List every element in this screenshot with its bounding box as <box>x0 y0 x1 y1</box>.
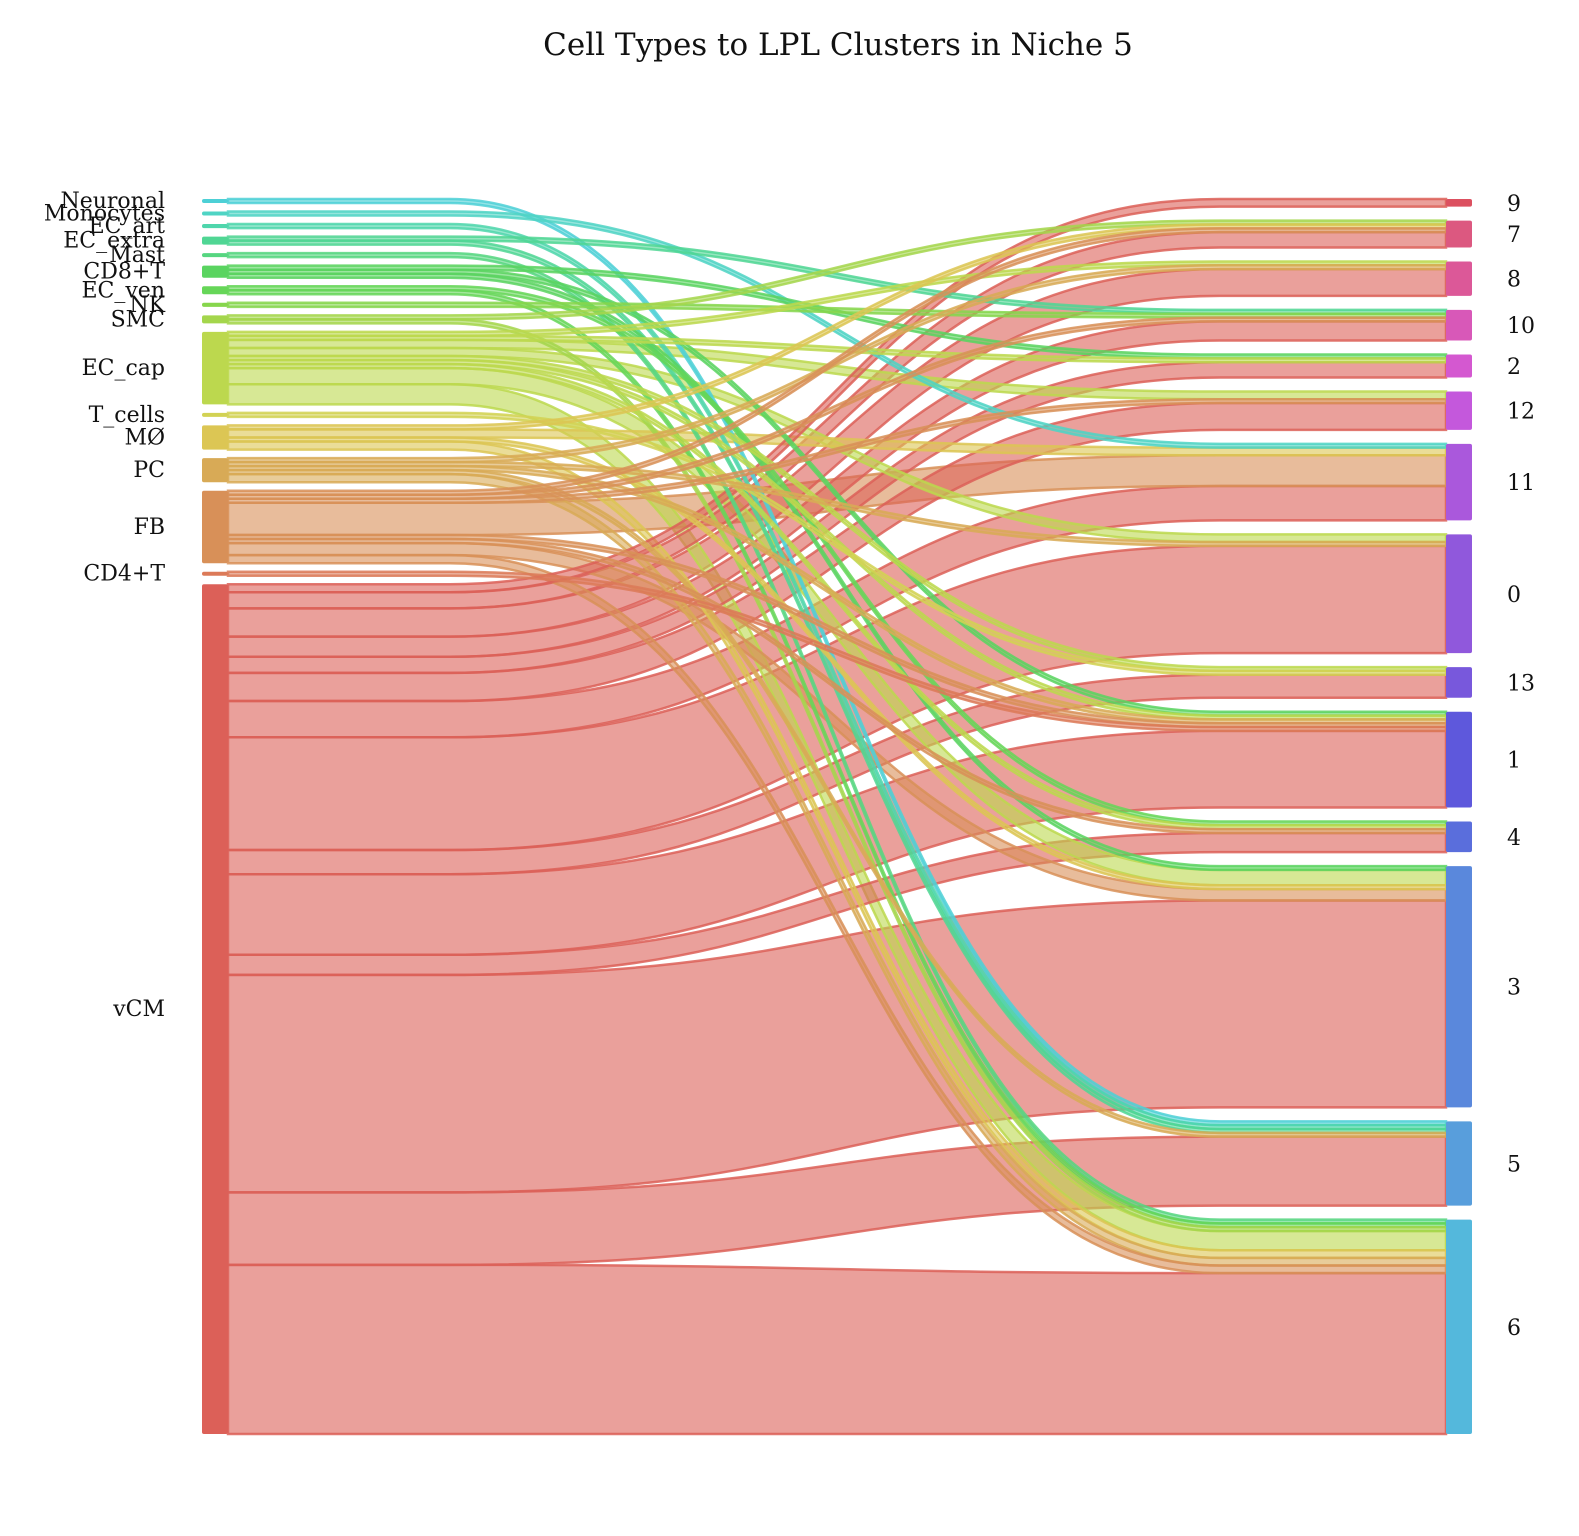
cluster-node-5 <box>1446 1121 1472 1206</box>
cluster-node-9 <box>1446 199 1472 207</box>
target-labels: 9 7 8 10 2 12 11 0 13 1 4 3 5 6 <box>1507 192 1535 1341</box>
cluster-node-7 <box>1446 220 1472 248</box>
source-labels: NeuronalMonocytesEC_artEC_extraMastCD8+T… <box>44 189 166 1022</box>
source-label-pc: PC <box>133 458 165 483</box>
cluster-node-8 <box>1446 261 1472 296</box>
source-node-nk <box>202 302 228 307</box>
source-nodes <box>202 199 228 1434</box>
cluster-node-6 <box>1446 1219 1472 1434</box>
link-vcm-to-cluster-5 <box>226 1135 1448 1267</box>
source-label-vcm: vCM <box>112 997 165 1022</box>
sankey-links <box>226 197 1448 1436</box>
link-vcm-to-cluster-3 <box>226 899 1448 1194</box>
source-node-cd4-t <box>202 571 228 576</box>
cluster-node-4 <box>1446 821 1472 853</box>
source-label-ec-art: EC_art <box>89 214 166 239</box>
cluster-node-1 <box>1446 711 1472 808</box>
cluster-label-12: 12 <box>1507 400 1535 425</box>
source-node-ec-ven <box>202 286 228 295</box>
link-vcm-to-cluster-4 <box>226 831 1448 977</box>
cluster-label-5: 5 <box>1507 1152 1521 1177</box>
source-label-neuronal: Neuronal <box>60 189 165 214</box>
source-node-cd8-t <box>202 265 228 278</box>
cluster-label-8: 8 <box>1507 268 1521 293</box>
source-label-cd8-t: CD8+T <box>83 260 165 285</box>
cluster-label-0: 0 <box>1507 583 1521 608</box>
source-label-monocytes: Monocytes <box>44 202 165 227</box>
cluster-node-3 <box>1446 866 1472 1108</box>
source-node-m <box>202 425 228 450</box>
cluster-label-9: 9 <box>1507 192 1521 217</box>
cluster-label-10: 10 <box>1507 314 1535 339</box>
source-node-ec-cap <box>202 331 228 405</box>
cluster-label-13: 13 <box>1507 671 1535 696</box>
source-label-m: MØ <box>124 425 165 450</box>
target-nodes <box>1446 199 1472 1434</box>
source-label-ec-cap: EC_cap <box>82 356 165 381</box>
cluster-node-2 <box>1446 354 1472 378</box>
link-vcm-to-cluster-0 <box>226 544 1448 852</box>
cluster-node-13 <box>1446 667 1472 698</box>
source-label-ec-extra: EC_extra <box>63 229 165 254</box>
source-label-smc: SMC <box>111 307 165 332</box>
cluster-label-6: 6 <box>1507 1316 1521 1341</box>
source-node-vcm <box>202 584 228 1434</box>
source-label-ec-ven: EC_ven <box>81 278 165 303</box>
cluster-node-10 <box>1446 309 1472 341</box>
link-vcm-to-cluster-1 <box>226 729 1448 957</box>
cluster-label-11: 11 <box>1507 471 1535 496</box>
cluster-label-4: 4 <box>1507 826 1521 851</box>
source-node-pc <box>202 458 228 483</box>
source-node-fb <box>202 490 228 564</box>
source-node-monocytes <box>202 211 228 216</box>
source-label-nk: NK <box>129 293 165 318</box>
chart-title: Cell Types to LPL Clusters in Niche 5 <box>543 27 1133 63</box>
cluster-node-0 <box>1446 534 1472 654</box>
cluster-node-11 <box>1446 443 1472 521</box>
source-node-neuronal <box>202 199 228 204</box>
cluster-label-1: 1 <box>1507 749 1521 774</box>
source-label-cd4-t: CD4+T <box>83 562 165 587</box>
cluster-label-3: 3 <box>1507 976 1521 1001</box>
source-node-t-cells <box>202 412 228 417</box>
link-vcm-to-cluster-6 <box>226 1263 1448 1436</box>
source-node-mast <box>202 253 228 258</box>
cluster-label-7: 7 <box>1507 223 1521 248</box>
source-label-fb: FB <box>134 515 165 540</box>
link-vcm-to-cluster-13 <box>226 673 1448 876</box>
source-node-ec-art <box>202 224 228 229</box>
source-label-mast: Mast <box>109 243 165 268</box>
link-vcm-to-cluster-10 <box>226 320 1448 658</box>
source-label-t-cells: T_cells <box>89 403 165 428</box>
source-node-ec-extra <box>202 236 228 245</box>
source-node-smc <box>202 315 228 324</box>
cluster-node-12 <box>1446 391 1472 430</box>
cluster-label-2: 2 <box>1507 355 1521 380</box>
